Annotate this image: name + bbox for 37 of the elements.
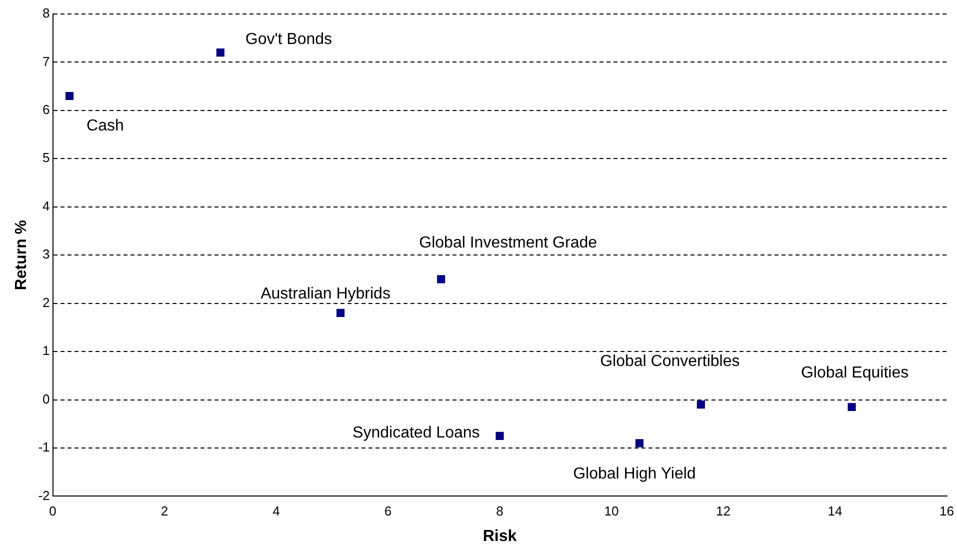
annotation: Global Equities — [800, 364, 909, 382]
annotation: Global Investment Grade — [419, 234, 598, 252]
annotation: Global High Yield — [573, 466, 696, 483]
point — [696, 400, 705, 409]
annotation: Australian Hybrids — [260, 285, 390, 302]
y-tick-label: 4 — [42, 198, 50, 214]
annotation: Cash — [86, 117, 124, 134]
x-tick-label: 4 — [272, 504, 280, 519]
y-tick-label: 2 — [42, 294, 50, 310]
annotation: Gov't Bonds — [245, 30, 332, 48]
x-axis-title: Risk — [482, 528, 517, 545]
x-tick-label: 16 — [940, 504, 954, 519]
y-tick-label: 5 — [42, 150, 50, 166]
y-tick-label: 8 — [42, 6, 50, 21]
y-tick-label: -1 — [38, 440, 50, 455]
y-tick-label: 3 — [42, 246, 50, 262]
point — [848, 402, 856, 412]
point — [65, 92, 74, 100]
y-tick-label: 7 — [42, 54, 50, 69]
annotation: Global Convertibles — [600, 352, 740, 370]
y-tick-label: 1 — [42, 343, 50, 358]
point — [336, 308, 345, 317]
x-tick-label: 10 — [604, 504, 619, 519]
point — [496, 432, 504, 440]
y-tick-label: 6 — [42, 102, 50, 118]
x-tick-label: 2 — [160, 504, 168, 519]
y-axis-title: Return % — [13, 220, 30, 290]
point — [216, 48, 224, 57]
x-tick-label: 8 — [496, 504, 504, 519]
y-tick-label: -2 — [38, 488, 50, 503]
y-tick-label: 0 — [42, 391, 50, 406]
annotation: Syndicated Loans — [352, 424, 480, 442]
point — [437, 275, 446, 284]
x-tick-label: 12 — [716, 504, 730, 519]
x-tick-label: 6 — [384, 504, 392, 519]
x-tick-label: 14 — [828, 504, 842, 519]
point — [635, 439, 644, 448]
